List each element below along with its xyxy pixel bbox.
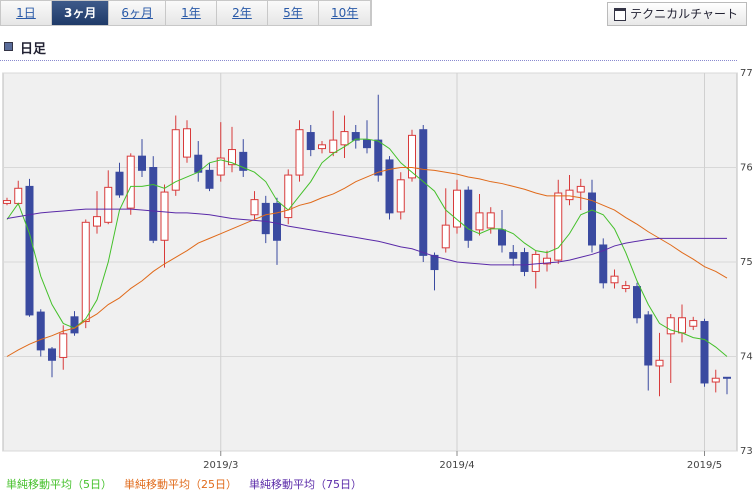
candle-body (610, 275, 619, 284)
candle-body (25, 185, 34, 316)
period-tab[interactable]: 3ヶ月 (52, 1, 110, 25)
candle-body (295, 129, 304, 176)
period-tab[interactable]: 10年 (319, 1, 372, 25)
candle-body (576, 185, 585, 193)
x-tick-label: 2019/3 (203, 460, 238, 470)
candle-body (689, 320, 698, 327)
y-tick-label: 73 (740, 446, 753, 457)
candle-body (453, 189, 461, 228)
candle-body (543, 257, 551, 265)
y-tick-label: 77 (740, 68, 753, 79)
y-tick-label: 75 (740, 257, 753, 268)
candle-body (104, 186, 113, 223)
candle-body (36, 311, 45, 351)
candle-body (464, 189, 473, 241)
candle-body (621, 285, 630, 289)
legend: 単純移動平均（5日） 単純移動平均（25日） 単純移動平均（75日） (6, 476, 362, 492)
candle-body (531, 253, 540, 272)
divider (0, 60, 737, 61)
technical-chart-button[interactable]: テクニカルチャート (607, 2, 747, 26)
candle-body (520, 252, 529, 272)
candle-body (588, 192, 596, 246)
candle-body (228, 149, 236, 166)
candle-body (396, 179, 405, 213)
period-tab[interactable]: 1日 (1, 1, 52, 25)
candle-body (149, 167, 158, 241)
x-tick-label: 2019/5 (687, 460, 722, 470)
period-tab[interactable]: 2年 (217, 1, 268, 25)
candle-body (711, 377, 720, 383)
candle-body (678, 317, 686, 334)
candle-body (554, 192, 563, 261)
candle-body (273, 202, 281, 241)
chart: 73 74 75 76 77 2019/3 2019/4 2019/5 (2, 68, 753, 470)
candle-body (126, 155, 135, 209)
moving-average-line (6, 208, 727, 266)
legend-entry: 単純移動平均（5日） (6, 478, 112, 491)
legend-entry: 単純移動平均（75日） (249, 478, 362, 491)
moving-average-line (6, 167, 728, 357)
candle-body (351, 132, 360, 141)
candle-body (3, 200, 11, 204)
candle-body (441, 224, 450, 249)
candle-body (340, 131, 349, 146)
chart-title: 日足 (4, 38, 46, 57)
candle-body (81, 221, 90, 323)
candle-body (93, 216, 101, 227)
candle-body (374, 139, 383, 176)
candle-body (205, 169, 214, 189)
candle-body (475, 212, 484, 231)
candle-body (14, 187, 23, 204)
candle-body (700, 321, 709, 384)
candle-body (408, 134, 416, 179)
candle-body (115, 171, 124, 196)
candle-body (363, 139, 371, 149)
candle-body (160, 191, 169, 241)
candle-body (723, 376, 731, 379)
legend-entry: 単純移動平均（25日） (124, 478, 237, 491)
candle-body (59, 333, 68, 358)
period-tab[interactable]: 1年 (166, 1, 217, 25)
candle-body (486, 212, 495, 229)
period-tab[interactable]: 6ヶ月 (109, 1, 166, 25)
candle-body (498, 229, 506, 246)
candle-body (183, 128, 191, 158)
candle-body (48, 348, 56, 361)
candle-body (250, 199, 259, 216)
candle-body (306, 132, 315, 151)
candle-body (666, 317, 675, 335)
candle-body (284, 174, 293, 219)
candle-body (644, 314, 653, 366)
y-tick-label: 74 (740, 352, 753, 363)
candle-body (419, 129, 428, 256)
moving-average-line (6, 138, 728, 357)
y-tick-label: 76 (740, 163, 753, 174)
candle-body (216, 157, 225, 176)
candle-body (655, 359, 664, 367)
candle-body (385, 159, 394, 214)
candle-body (633, 286, 641, 319)
period-tabs: 1日 3ヶ月 6ヶ月 1年 2年 5年 10年 (0, 0, 373, 26)
candle-body (509, 252, 518, 259)
candle-body (239, 151, 248, 171)
candle-body (329, 139, 338, 153)
candle-body (70, 316, 79, 334)
candle-body (261, 202, 270, 235)
candle-body (599, 244, 608, 284)
candle-body (430, 254, 439, 271)
x-tick-label: 2019/4 (439, 460, 474, 470)
candle-body (138, 155, 146, 171)
candle-body (318, 144, 326, 150)
candle-body (565, 189, 574, 201)
candle-body (171, 129, 180, 191)
period-tab[interactable]: 5年 (268, 1, 319, 25)
